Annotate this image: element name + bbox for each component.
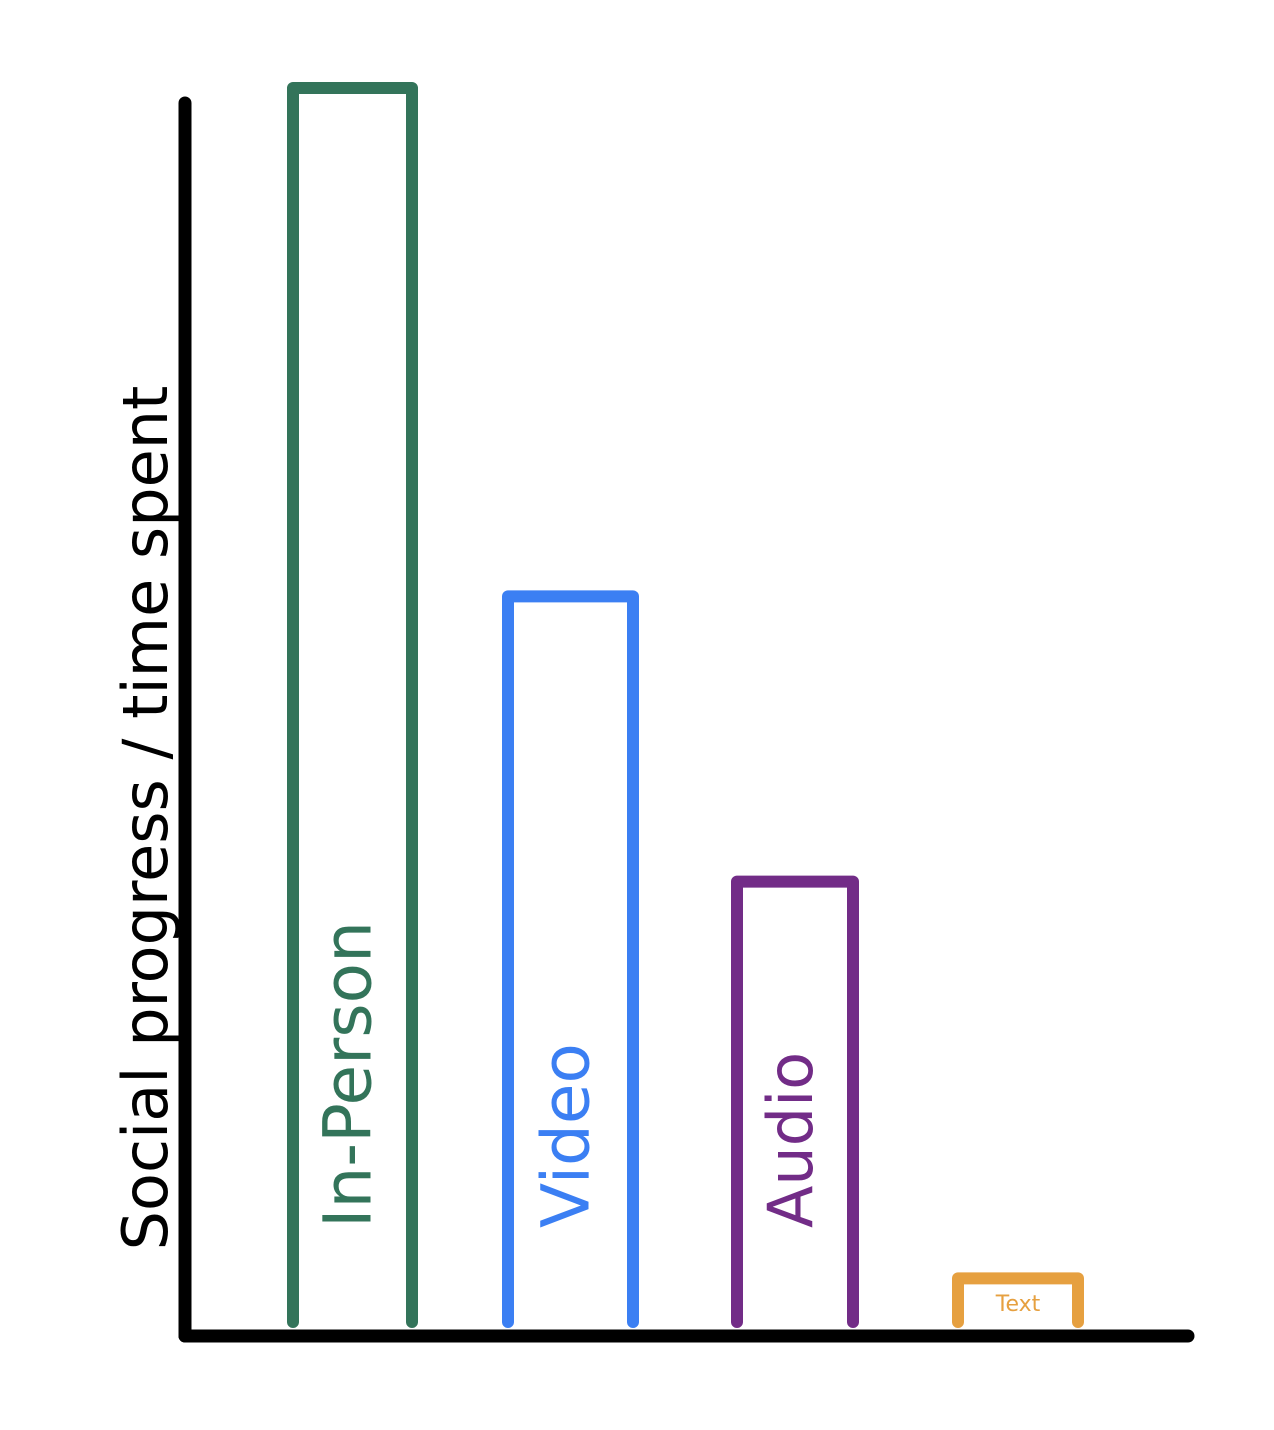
bar-label-audio: Audio xyxy=(754,1052,827,1228)
bar-label-video: Video xyxy=(528,1043,605,1228)
bars-group: In-Person Video Audio Text xyxy=(287,82,1084,1328)
bar-label-text: Text xyxy=(995,1292,1041,1317)
bar-video xyxy=(502,590,639,1328)
y-axis-label: Social progress / time spent xyxy=(109,386,182,1251)
bar-in-person xyxy=(287,82,418,1328)
bar-audio xyxy=(731,875,859,1328)
bar-label-in-person: In-Person xyxy=(310,921,387,1228)
bar-text xyxy=(952,1272,1084,1328)
